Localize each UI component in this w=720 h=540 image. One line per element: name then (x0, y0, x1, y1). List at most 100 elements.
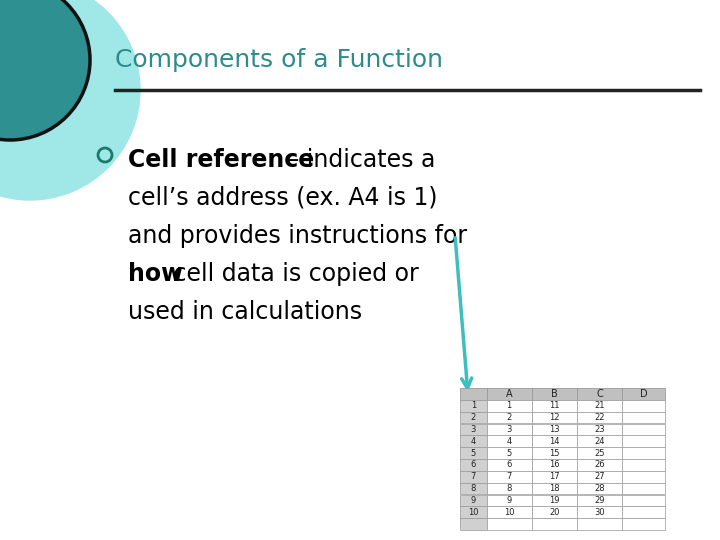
Text: 20: 20 (549, 508, 559, 517)
Text: 9: 9 (471, 496, 476, 505)
Text: 4: 4 (507, 437, 512, 445)
Text: 12: 12 (549, 413, 559, 422)
Text: 10: 10 (468, 508, 479, 517)
Bar (577, 518, 622, 530)
Circle shape (0, 0, 90, 140)
Text: and provides instructions for: and provides instructions for (128, 224, 467, 248)
Text: A: A (506, 389, 513, 399)
Bar (577, 400, 622, 411)
Bar (622, 423, 665, 435)
Bar (577, 435, 622, 447)
Bar (487, 411, 532, 423)
Text: 22: 22 (594, 413, 605, 422)
Text: 23: 23 (594, 425, 605, 434)
Bar (460, 518, 487, 530)
Text: cell data is copied or: cell data is copied or (166, 262, 419, 286)
Bar (622, 388, 665, 400)
Bar (532, 495, 577, 507)
Text: 17: 17 (549, 472, 559, 481)
Bar (577, 507, 622, 518)
Bar (622, 435, 665, 447)
Text: 8: 8 (506, 484, 512, 493)
Bar (487, 423, 532, 435)
Bar (532, 507, 577, 518)
Bar (532, 447, 577, 459)
Text: B: B (551, 389, 558, 399)
Bar (532, 411, 577, 423)
Bar (532, 400, 577, 411)
Text: 13: 13 (549, 425, 559, 434)
Text: cell’s address (ex. A4 is 1): cell’s address (ex. A4 is 1) (128, 186, 438, 210)
Bar (622, 447, 665, 459)
Bar (487, 459, 532, 471)
Text: C: C (596, 389, 603, 399)
Text: D: D (639, 389, 647, 399)
Bar (460, 435, 487, 447)
Text: 4: 4 (471, 437, 476, 445)
Bar (460, 447, 487, 459)
Bar (532, 435, 577, 447)
Text: 3: 3 (506, 425, 512, 434)
Bar (460, 400, 487, 411)
Bar (460, 483, 487, 495)
Bar (622, 483, 665, 495)
Text: 10: 10 (504, 508, 515, 517)
Text: Cell reference: Cell reference (128, 148, 314, 172)
Text: 30: 30 (594, 508, 605, 517)
Text: 28: 28 (594, 484, 605, 493)
Bar (577, 495, 622, 507)
Text: 2: 2 (471, 413, 476, 422)
Bar (460, 471, 487, 483)
Bar (577, 459, 622, 471)
Text: 8: 8 (471, 484, 476, 493)
Text: 19: 19 (549, 496, 559, 505)
Text: 7: 7 (471, 472, 476, 481)
Text: 14: 14 (549, 437, 559, 445)
Bar (532, 423, 577, 435)
Bar (622, 495, 665, 507)
Bar (577, 411, 622, 423)
Text: 25: 25 (594, 449, 605, 457)
Text: used in calculations: used in calculations (128, 300, 362, 324)
Bar (622, 459, 665, 471)
Bar (487, 447, 532, 459)
Text: 29: 29 (594, 496, 605, 505)
Text: 26: 26 (594, 461, 605, 469)
Text: 16: 16 (549, 461, 559, 469)
Bar (532, 471, 577, 483)
Text: 6: 6 (471, 461, 476, 469)
Bar (577, 423, 622, 435)
Bar (622, 471, 665, 483)
Text: 9: 9 (507, 496, 512, 505)
Bar (487, 495, 532, 507)
Text: 2: 2 (507, 413, 512, 422)
Bar (460, 507, 487, 518)
Bar (532, 459, 577, 471)
Bar (622, 411, 665, 423)
Bar (460, 388, 487, 400)
Text: 15: 15 (549, 449, 559, 457)
Bar (577, 483, 622, 495)
Text: 7: 7 (506, 472, 512, 481)
Text: 18: 18 (549, 484, 559, 493)
Bar (460, 411, 487, 423)
Bar (487, 483, 532, 495)
Bar (487, 471, 532, 483)
Bar (577, 447, 622, 459)
Bar (460, 423, 487, 435)
Text: 5: 5 (507, 449, 512, 457)
Bar (487, 507, 532, 518)
Bar (577, 471, 622, 483)
Text: 21: 21 (594, 401, 605, 410)
Text: 1: 1 (471, 401, 476, 410)
Text: Components of a Function: Components of a Function (115, 48, 443, 72)
Bar (460, 495, 487, 507)
Text: how: how (128, 262, 183, 286)
Bar (532, 518, 577, 530)
Text: 11: 11 (549, 401, 559, 410)
Bar (487, 518, 532, 530)
Text: 5: 5 (471, 449, 476, 457)
Text: 24: 24 (594, 437, 605, 445)
Bar (487, 388, 532, 400)
Bar (532, 388, 577, 400)
